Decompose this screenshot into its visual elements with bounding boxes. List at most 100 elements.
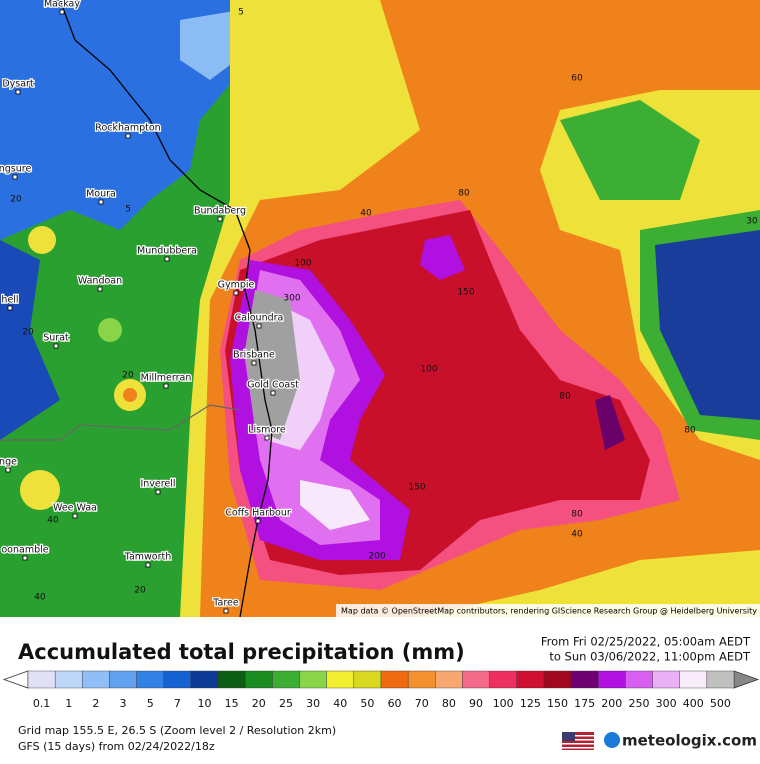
contour-label: 20 (122, 371, 134, 381)
date-to: to Sun 03/06/2022, 11:00pm AEDT (549, 650, 751, 664)
legend-swatch (54, 670, 83, 689)
contour-label: 30 (746, 217, 758, 227)
city-label: Gympie (218, 280, 255, 291)
legend-swatch (435, 670, 463, 689)
contour-label: 40 (571, 530, 583, 540)
legend-label: 0.1 (33, 697, 51, 710)
legend-label: 400 (683, 697, 704, 710)
city-label: Caloundra (235, 313, 284, 324)
city-dot (264, 435, 270, 441)
legend-label: 25 (279, 697, 293, 710)
city-dot (97, 286, 103, 292)
legend-swatch (462, 670, 490, 689)
area (28, 226, 56, 254)
city-label: Moura (86, 189, 116, 200)
date-from: From Fri 02/25/2022, 05:00am AEDT (541, 635, 751, 649)
city-dot (98, 199, 104, 205)
legend-label: 125 (520, 697, 541, 710)
city-dot (53, 343, 59, 349)
contour-label: 200 (368, 552, 385, 562)
model-info: GFS (15 days) from 02/24/2022/18z (18, 740, 215, 753)
contour-label: 100 (294, 259, 311, 269)
legend-swatch (598, 670, 626, 689)
legend-label: 20 (252, 697, 266, 710)
city-label: ngsure (0, 164, 31, 175)
city-label: Dysart (2, 79, 34, 90)
city-label: Gold Coast (247, 380, 299, 391)
legend-label: 250 (628, 697, 649, 710)
city-label: hell (1, 295, 18, 306)
legend-swatch (652, 670, 680, 689)
contour-label: 40 (34, 593, 46, 603)
legend-swatch (489, 670, 517, 689)
area (420, 235, 465, 280)
legend-label: 40 (333, 697, 347, 710)
us-flag (562, 732, 594, 750)
contour-label: 20 (134, 586, 146, 596)
attribution: Map data © OpenStreetMap contributors, r… (341, 607, 757, 616)
city-dot (255, 518, 261, 524)
city-label: Inverell (140, 479, 175, 490)
city-dot (59, 9, 65, 15)
city-dot (72, 513, 78, 519)
area (0, 240, 60, 440)
city-label: Lismore (248, 425, 286, 436)
map: Map data © OpenStreetMap contributors, r… (0, 0, 760, 618)
city-label: Tamworth (124, 552, 172, 563)
city-label: Taree (212, 598, 239, 609)
logo[interactable]: meteologix.com (622, 732, 757, 750)
legend-swatch (543, 670, 572, 689)
city-label: Wandoan (78, 276, 122, 287)
legend-swatch (217, 670, 246, 689)
city-dot (270, 390, 276, 396)
area (300, 480, 370, 530)
city-label: Surat (43, 333, 69, 344)
contour-label: 60 (571, 74, 583, 84)
city-label: nge (0, 457, 17, 468)
contour-label: 80 (559, 392, 571, 402)
title: Accumulated total precipitation (mm) (18, 640, 465, 664)
legend-swatch (326, 670, 355, 689)
state-border (0, 404, 241, 441)
legend-swatch (245, 670, 273, 689)
legend-swatch (82, 670, 110, 689)
city-dot (251, 360, 257, 366)
contour-label: 150 (408, 483, 425, 493)
contour-labels: 5 60 5 20 40 80 100 300 150 20 20 100 80 80 150 80 40 200… (10, 8, 758, 603)
city-dot (163, 383, 169, 389)
legend-swatch (136, 670, 164, 689)
cities: Mackay Dysart Rockhampton ngsure Moura Bundab… (0, 0, 300, 614)
city-dot (164, 256, 170, 262)
legend-swatch (380, 670, 409, 689)
area (560, 100, 700, 200)
city-dot (22, 555, 28, 561)
legend-swatch (407, 670, 436, 689)
area (98, 318, 122, 342)
city-dot (125, 133, 131, 139)
city-dot (12, 174, 18, 180)
city-label: Mackay (44, 0, 80, 10)
legend-label: 200 (601, 697, 622, 710)
area (655, 230, 760, 420)
legend-swatch (190, 670, 219, 689)
contour-label: 5 (238, 8, 244, 18)
grid-info: Grid map 155.5 E, 26.5 S (Zoom level 2 /… (18, 724, 336, 737)
city-dot (223, 608, 229, 614)
legend-swatch (679, 670, 708, 689)
legend-swatch (625, 670, 653, 689)
contour-label: 5 (125, 205, 131, 215)
legend-label: 50 (360, 697, 374, 710)
city-dot (256, 323, 262, 329)
legend-swatch (570, 670, 599, 689)
legend-label: 100 (493, 697, 514, 710)
city-dot (217, 216, 223, 222)
contour-label: 300 (283, 294, 300, 304)
attribution-bg (336, 604, 760, 617)
legend-label: 90 (469, 697, 483, 710)
legend-swatch (353, 670, 382, 689)
legend-label: 175 (574, 697, 595, 710)
city-label: Bundaberg (194, 206, 246, 217)
city-label: Mundubbera (137, 246, 197, 257)
legend-swatch (27, 670, 56, 689)
legend-label: 7 (174, 697, 181, 710)
